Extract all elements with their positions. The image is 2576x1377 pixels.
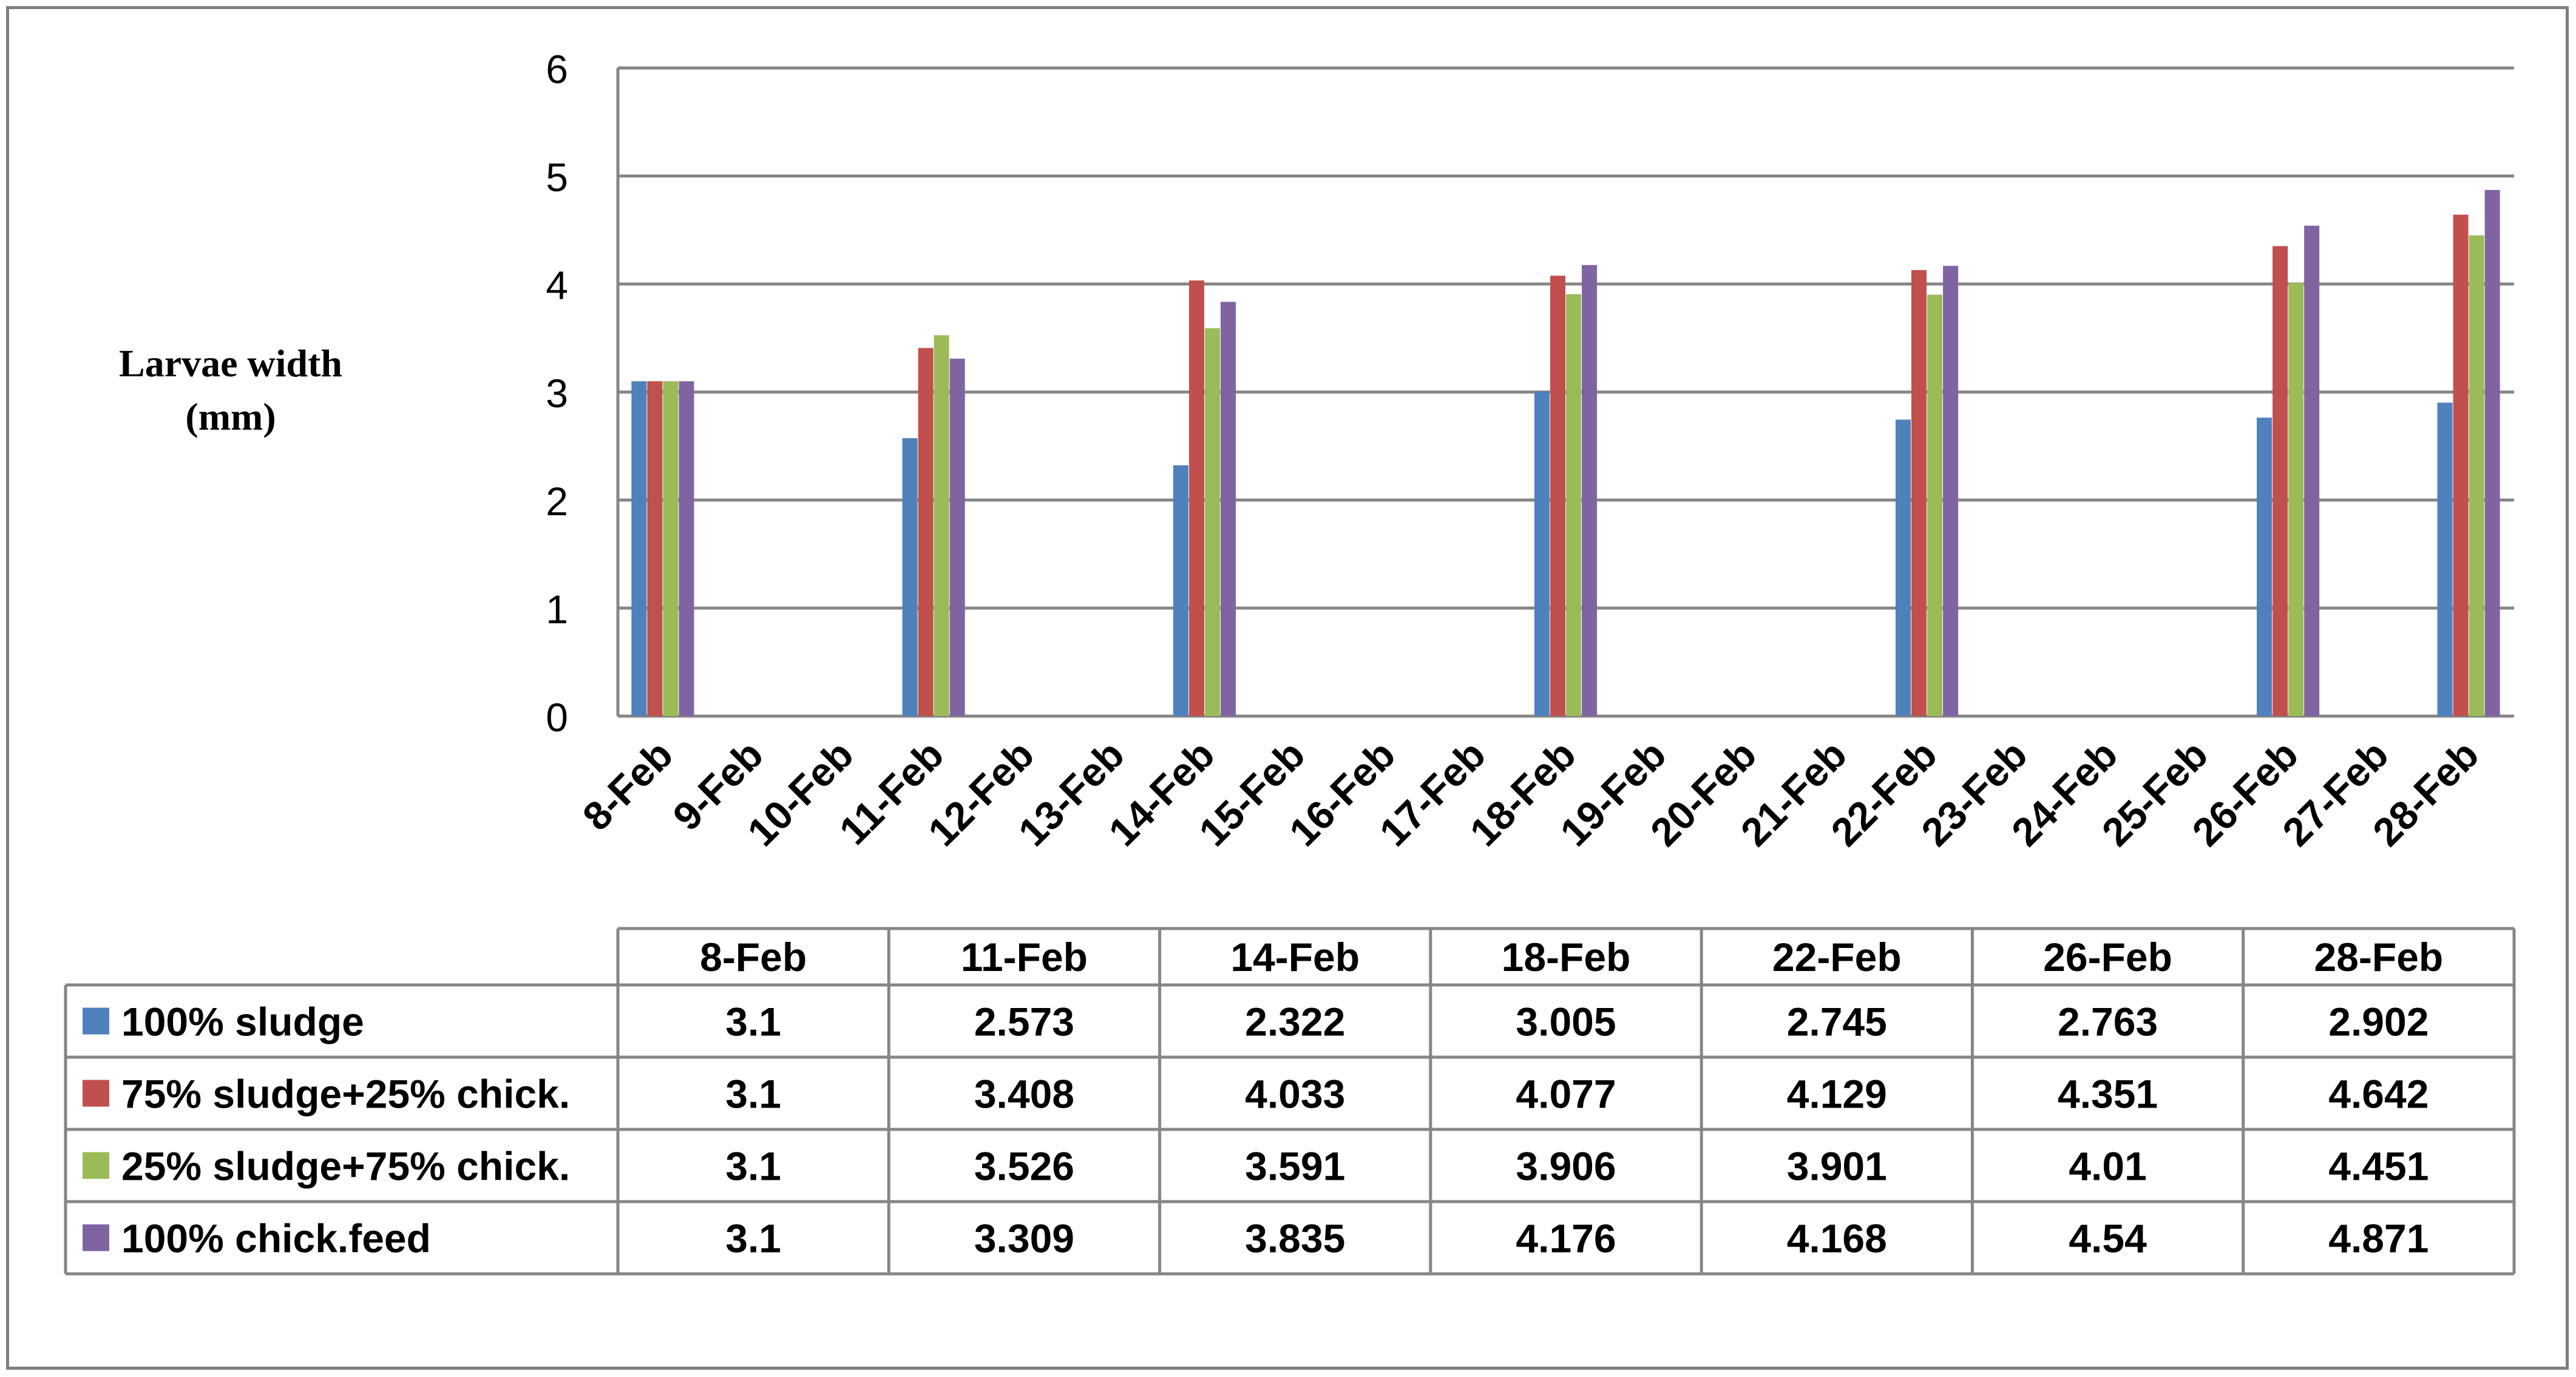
legend-swatch: [83, 1152, 109, 1179]
legend-swatch: [83, 1007, 109, 1035]
table-value-cell: 3.1: [725, 1216, 781, 1261]
bar: [902, 438, 918, 716]
bar: [647, 381, 663, 716]
table-value-cell: 2.902: [2328, 1000, 2429, 1044]
bar: [1911, 270, 1927, 717]
table-value-cell: 3.005: [1516, 1000, 1616, 1044]
bar: [631, 381, 647, 716]
y-tick-label: 1: [546, 587, 568, 632]
table-value-cell: 2.322: [1245, 1000, 1345, 1044]
table-value-cell: 4.351: [2058, 1072, 2158, 1117]
table-header-cell: 11-Feb: [961, 935, 1088, 979]
y-axis-title-line-2: (mm): [185, 395, 276, 438]
bar: [679, 381, 694, 716]
bar: [1534, 391, 1550, 716]
table-value-cell: 4.871: [2328, 1216, 2429, 1261]
y-axis-title: Larvae width (mm): [61, 337, 401, 444]
x-tick-label: 8-Feb: [574, 732, 681, 839]
table-value-cell: 2.763: [2058, 1000, 2158, 1044]
table-header-cell: 22-Feb: [1772, 935, 1902, 979]
bar: [2288, 283, 2304, 717]
bar: [949, 358, 965, 716]
table-value-cell: 3.591: [1245, 1144, 1345, 1189]
legend-label: 100% sludge: [121, 1000, 364, 1044]
bar: [2437, 402, 2453, 716]
table-value-cell: 2.745: [1787, 1000, 1887, 1044]
table-header-cell: 26-Feb: [2043, 935, 2172, 979]
bar: [2484, 189, 2500, 716]
table-value-cell: 4.54: [2069, 1216, 2147, 1261]
y-tick-label: 0: [546, 695, 568, 740]
y-axis-title-line-1: Larvae width: [119, 342, 342, 385]
bar: [1204, 328, 1220, 716]
legend-label: 100% chick.feed: [121, 1216, 431, 1261]
y-tick-label: 2: [546, 479, 568, 524]
y-tick-label: 4: [546, 263, 568, 308]
bar: [1566, 294, 1582, 716]
table-header-cell: 18-Feb: [1502, 935, 1631, 979]
bar: [2257, 418, 2273, 716]
table-value-cell: 3.408: [974, 1072, 1074, 1117]
legend-swatch: [83, 1224, 109, 1251]
table-value-cell: 4.168: [1787, 1216, 1887, 1261]
table-value-cell: 3.1: [725, 1072, 781, 1117]
table-value-cell: 3.1: [725, 1000, 781, 1044]
table-header-cell: 8-Feb: [700, 935, 807, 979]
table-value-cell: 4.642: [2328, 1072, 2429, 1117]
table-value-cell: 4.129: [1787, 1072, 1887, 1117]
table-value-cell: 4.01: [2069, 1144, 2146, 1189]
table-value-cell: 4.033: [1245, 1072, 1345, 1117]
table-value-cell: 4.451: [2328, 1144, 2429, 1189]
bar: [1188, 280, 1204, 717]
table-value-cell: 3.906: [1516, 1144, 1616, 1189]
bar: [1582, 265, 1598, 716]
table-value-cell: 2.573: [974, 1000, 1074, 1044]
table-value-cell: 4.176: [1516, 1216, 1616, 1261]
table-value-cell: 4.077: [1516, 1072, 1616, 1117]
chart-frame: [6, 6, 2569, 1370]
bar: [1173, 465, 1188, 716]
bar: [1927, 294, 1943, 716]
y-tick-label: 3: [546, 371, 568, 416]
bar: [663, 381, 679, 716]
table-value-cell: 3.526: [974, 1144, 1074, 1189]
bar: [1895, 419, 1911, 716]
bar: [934, 335, 949, 716]
legend-swatch: [83, 1080, 109, 1107]
bar: [918, 348, 934, 716]
bar: [2304, 225, 2320, 716]
bar: [2453, 214, 2469, 716]
legend-label: 75% sludge+25% chick.: [121, 1072, 570, 1117]
bar: [1550, 276, 1565, 716]
legend-label: 25% sludge+75% chick.: [121, 1144, 570, 1189]
table-value-cell: 3.309: [974, 1216, 1074, 1261]
y-tick-label: 6: [546, 47, 568, 92]
bar: [1220, 302, 1236, 716]
table-value-cell: 3.835: [1245, 1216, 1345, 1261]
table-header-cell: 28-Feb: [2314, 935, 2443, 979]
table-header-cell: 14-Feb: [1230, 935, 1360, 979]
y-tick-label: 5: [546, 155, 568, 200]
table-value-cell: 3.1: [725, 1144, 781, 1189]
table-value-cell: 3.901: [1787, 1144, 1887, 1189]
bar: [1943, 266, 1959, 716]
bar: [2469, 235, 2484, 716]
bar: [2273, 246, 2288, 717]
